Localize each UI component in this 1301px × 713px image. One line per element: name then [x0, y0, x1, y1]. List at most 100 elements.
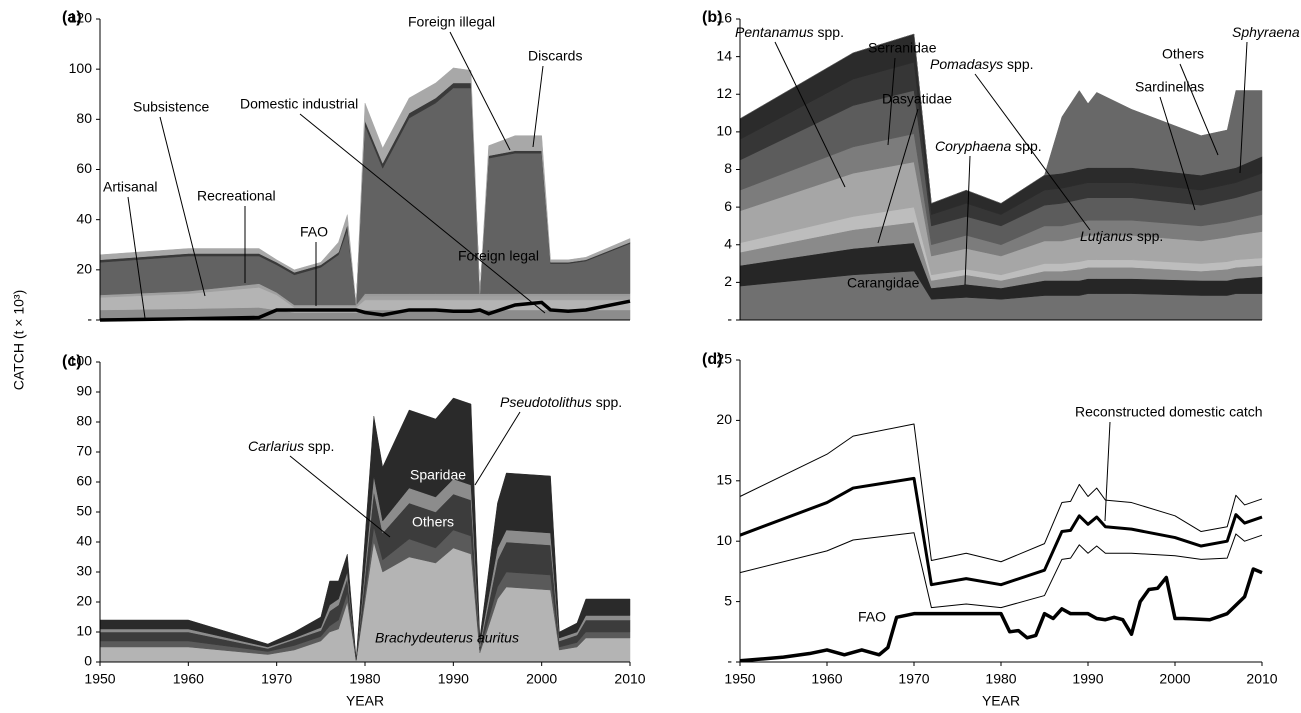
annotation: Pseudotolithus spp.	[500, 394, 622, 410]
panel: - 20 40 60 80 100 120(a) CATCH (t × 10³) Artisan…	[11, 9, 631, 390]
x-tick-label: 2010	[614, 671, 645, 687]
leader-line	[964, 155, 971, 286]
y-tick-label: 5	[724, 592, 732, 608]
leader-line	[289, 455, 391, 538]
x-axis-label: YEAR	[982, 693, 1020, 709]
x-tick-label: 1950	[84, 671, 115, 687]
y-tick-label: 80	[76, 110, 92, 126]
y-tick-label: 4	[724, 235, 732, 251]
leader-line	[127, 196, 146, 319]
y-tick-label: 20	[76, 261, 92, 277]
y-tick-label: 90	[76, 383, 92, 399]
leader-line	[299, 113, 546, 314]
x-tick-label: 1980	[985, 671, 1016, 687]
annotation: Carangidae	[847, 275, 920, 291]
leader-line	[877, 108, 919, 244]
y-tick-label: 100	[69, 353, 93, 369]
annotation: Others	[412, 514, 454, 530]
y-tick-label: 20	[76, 593, 92, 609]
x-tick-label: 1960	[811, 671, 842, 687]
y-tick-label: 16	[716, 10, 732, 26]
leader-line	[1159, 96, 1196, 211]
annotation: Discards	[528, 48, 582, 64]
annotation: Sardinellas	[1135, 79, 1204, 95]
y-tick-label: 20	[716, 411, 732, 427]
annotation: FAO	[300, 224, 328, 240]
annotation: Recreational	[197, 188, 276, 204]
y-tick-label: 100	[69, 60, 93, 76]
annotation: FAO	[858, 609, 886, 625]
annotation: Serranidae	[868, 40, 937, 56]
leader-line	[449, 31, 511, 151]
annotation: Others	[1162, 46, 1204, 62]
annotation: Lutjanus spp.	[1080, 228, 1163, 244]
line	[739, 532, 1263, 609]
annotation: Brachydeuterus auritus	[375, 630, 519, 646]
y-tick-label: -	[727, 653, 732, 669]
y-tick-label: 12	[716, 85, 732, 101]
y-tick-label: 10	[716, 532, 732, 548]
y-tick-label: 14	[716, 47, 732, 63]
leader-line	[1104, 421, 1111, 522]
y-tick-label: 6	[724, 198, 732, 214]
x-tick-label: 2000	[526, 671, 557, 687]
annotation: Subsistence	[133, 99, 209, 115]
area	[99, 67, 631, 305]
leader-line	[159, 116, 206, 297]
annotation: Foreign illegal	[408, 14, 495, 30]
annotation: Pentanamus spp.	[735, 24, 844, 40]
y-tick-label: 25	[716, 351, 732, 367]
line	[739, 476, 1263, 587]
panel-label: (a)	[62, 9, 82, 26]
line	[739, 567, 1263, 663]
x-axis-label: YEAR	[346, 693, 384, 709]
leader-line	[1239, 41, 1248, 174]
x-tick-label: 2010	[1246, 671, 1277, 687]
y-tick-label: 60	[76, 160, 92, 176]
leader-line	[774, 41, 846, 188]
x-tick-label: 1990	[438, 671, 469, 687]
leader-line	[887, 57, 896, 146]
y-tick-label: 8	[724, 160, 732, 176]
line	[99, 299, 631, 322]
annotation: Coryphaena spp.	[935, 138, 1042, 154]
line	[739, 423, 1263, 563]
panel-label: (d)	[702, 351, 722, 368]
x-tick-label: 1950	[724, 671, 755, 687]
y-tick-label: 10	[716, 123, 732, 139]
panel-label: (c)	[62, 353, 82, 370]
x-tick-label: 1980	[349, 671, 380, 687]
y-tick-label: 60	[76, 473, 92, 489]
y-tick-label: 15	[716, 472, 732, 488]
leader-line	[1179, 63, 1219, 156]
y-tick-label: 40	[76, 533, 92, 549]
y-tick-label: 40	[76, 210, 92, 226]
leader-line	[474, 411, 521, 486]
y-tick-label: -	[87, 311, 92, 327]
y-tick-label: 30	[76, 563, 92, 579]
annotation: Carlarius spp.	[248, 438, 334, 454]
x-tick-label: 1960	[173, 671, 204, 687]
annotation: Pomadasys spp.	[930, 56, 1034, 72]
y-tick-label: 80	[76, 413, 92, 429]
annotation: Sparidae	[410, 467, 466, 483]
area	[99, 397, 631, 661]
annotation: Reconstructed domestic catch	[1075, 404, 1263, 420]
x-tick-label: 2000	[1159, 671, 1190, 687]
y-tick-label: 0	[84, 653, 92, 669]
annotation: Sphyraena spp.	[1232, 24, 1301, 40]
y-tick-label: 120	[69, 10, 93, 26]
panel: - 2 4 6 8 10 12 14 16(b) Pentanamus spp. Serranida…	[702, 9, 1301, 326]
x-tick-label: 1970	[261, 671, 292, 687]
y-tick-label: 2	[724, 273, 732, 289]
annotation: Domestic industrial	[240, 96, 358, 112]
y-tick-label: -	[727, 311, 732, 327]
area	[739, 33, 1263, 204]
x-tick-label: 1970	[898, 671, 929, 687]
panel: 0 10 20 30 40 50 60 70 80 90 100 1950 1960 1970 1980 19…	[62, 353, 646, 709]
x-tick-label: 1990	[1072, 671, 1103, 687]
annotation: Artisanal	[103, 179, 157, 195]
leader-line	[974, 73, 1091, 231]
y-tick-label: 70	[76, 443, 92, 459]
